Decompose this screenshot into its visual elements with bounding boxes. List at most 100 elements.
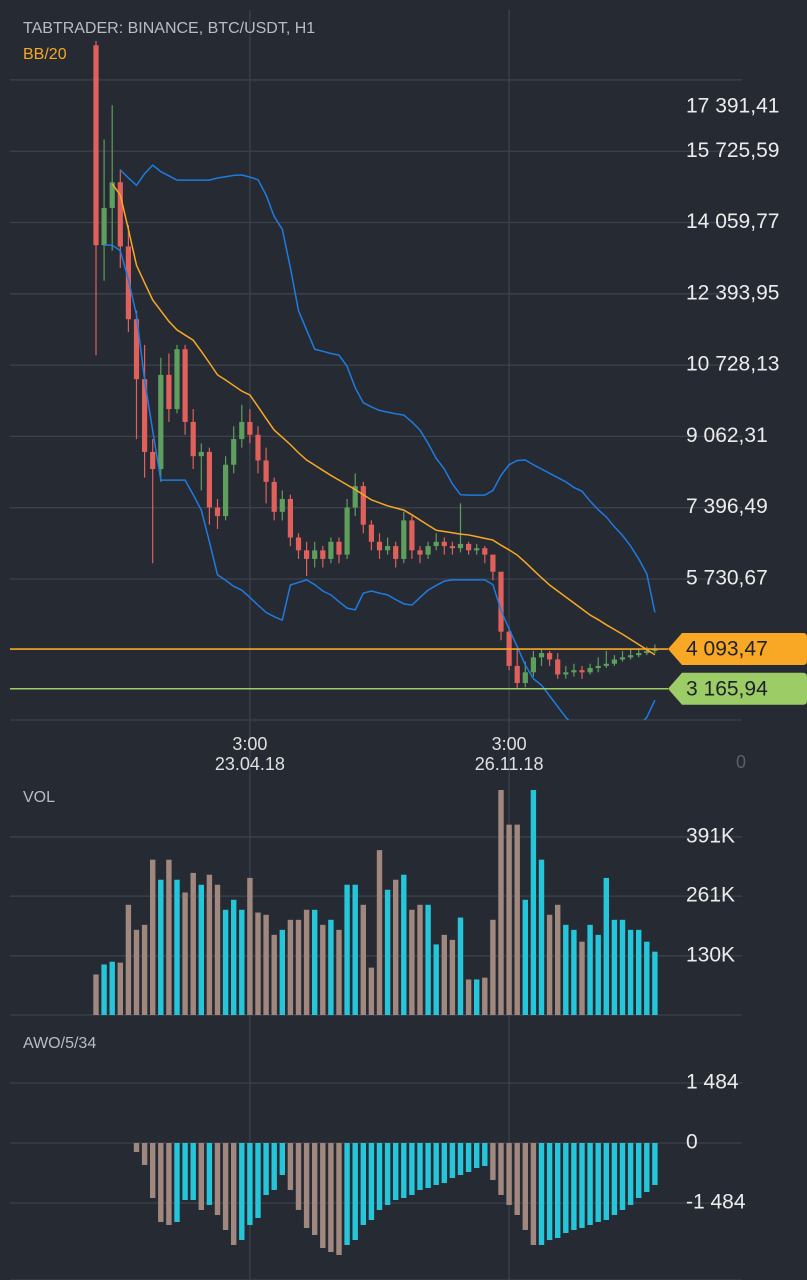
- price-tag: [668, 633, 807, 666]
- bar: [457, 1142, 464, 1175]
- bar: [603, 877, 609, 1015]
- bar: [206, 874, 213, 1015]
- y-tick-label: 130K: [686, 943, 735, 966]
- candle-body: [214, 507, 221, 517]
- bar: [312, 909, 318, 1015]
- candle-body: [611, 659, 617, 664]
- bar: [303, 1142, 310, 1228]
- bar: [336, 929, 342, 1015]
- bar: [538, 859, 545, 1015]
- bar: [352, 1142, 358, 1241]
- candle-body: [133, 319, 140, 380]
- bar: [449, 1142, 456, 1179]
- y-tick-label: 7 396,49: [686, 495, 768, 518]
- bar: [441, 934, 447, 1015]
- bar: [182, 892, 188, 1015]
- x-tick-label: 23.04.18: [215, 754, 285, 774]
- y-tick-label: 15 725,59: [686, 139, 779, 162]
- indicator-legend: BB/20: [23, 46, 67, 63]
- bar: [619, 919, 626, 1015]
- bar: [563, 1142, 569, 1233]
- candle-body: [385, 546, 391, 551]
- candle-body: [401, 520, 407, 559]
- bar: [263, 1142, 269, 1195]
- bar: [133, 929, 140, 1015]
- candle-body: [579, 670, 585, 673]
- bollinger-lower: [104, 244, 656, 720]
- bar: [611, 919, 618, 1015]
- bar: [320, 924, 326, 1015]
- candle-body: [344, 507, 350, 555]
- bar: [255, 912, 261, 1015]
- bar: [190, 872, 196, 1015]
- bar: [263, 914, 269, 1015]
- bar: [352, 884, 358, 1015]
- candle-body: [166, 374, 172, 410]
- bar: [101, 964, 107, 1015]
- bar: [376, 1142, 383, 1210]
- candle-body: [547, 653, 553, 660]
- volume-title: VOL: [23, 789, 55, 806]
- candle-body: [190, 421, 196, 457]
- bar: [271, 934, 277, 1015]
- candle-body: [417, 550, 423, 555]
- bar: [587, 1142, 593, 1225]
- candle-body: [457, 543, 464, 549]
- candle-body: [271, 481, 277, 512]
- oscillator-title: AWO/5/34: [23, 1035, 96, 1052]
- bar: [166, 859, 172, 1015]
- bar: [474, 979, 480, 1015]
- bar: [465, 979, 472, 1015]
- candle-body: [109, 182, 115, 208]
- y-tick-label: 14 059,77: [686, 210, 779, 233]
- bar: [360, 904, 366, 1015]
- y-tick-label: 0: [686, 1131, 698, 1154]
- price-tag-label: 4 093,47: [686, 638, 768, 661]
- bar: [652, 1142, 658, 1185]
- bar: [530, 790, 537, 1015]
- bar: [222, 909, 229, 1015]
- bar: [231, 899, 237, 1015]
- candle-body: [474, 548, 480, 551]
- candle-body: [587, 668, 593, 673]
- bar: [530, 1142, 537, 1245]
- y-tick-label: 12 393,95: [686, 281, 779, 304]
- bar: [344, 884, 350, 1015]
- bar: [206, 1142, 213, 1205]
- bar: [247, 877, 253, 1015]
- candle-body: [263, 460, 269, 482]
- candle-body: [255, 434, 261, 461]
- candle-body: [117, 182, 123, 247]
- candle-body: [320, 550, 326, 559]
- candle-body: [619, 657, 626, 660]
- candle-body: [652, 649, 658, 651]
- bar: [579, 1142, 585, 1228]
- candle-body: [393, 546, 399, 559]
- bar: [166, 1142, 172, 1225]
- bar: [198, 1142, 204, 1210]
- bar: [644, 1142, 650, 1192]
- candle-body: [555, 659, 561, 675]
- bar: [417, 1142, 423, 1190]
- bar: [150, 859, 156, 1015]
- price-pane: [93, 41, 658, 720]
- candle-body: [295, 537, 302, 551]
- y-tick-label: 1 484: [686, 1071, 739, 1094]
- candle-body: [93, 45, 99, 246]
- candle-body: [239, 421, 245, 440]
- bar: [555, 904, 561, 1015]
- candle-body: [482, 548, 488, 555]
- bar: [611, 1142, 618, 1215]
- time-axis-corner: 0: [736, 752, 746, 772]
- bar: [506, 824, 512, 1015]
- bar: [465, 1142, 472, 1172]
- y-tick-label: -1 484: [686, 1191, 746, 1214]
- bar: [652, 951, 658, 1015]
- bar: [255, 1142, 261, 1218]
- bar: [231, 1142, 237, 1245]
- bar: [595, 934, 601, 1015]
- bar: [498, 1142, 504, 1195]
- bar: [344, 1142, 350, 1245]
- bar: [287, 919, 294, 1015]
- y-tick-label: 10 728,13: [686, 353, 779, 376]
